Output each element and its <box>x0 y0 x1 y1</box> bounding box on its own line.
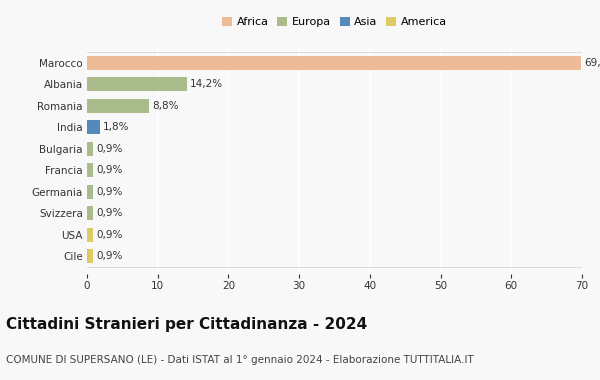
Bar <box>87 56 581 70</box>
Text: 1,8%: 1,8% <box>103 122 129 132</box>
Text: COMUNE DI SUPERSANO (LE) - Dati ISTAT al 1° gennaio 2024 - Elaborazione TUTTITAL: COMUNE DI SUPERSANO (LE) - Dati ISTAT al… <box>6 355 474 365</box>
Bar <box>87 228 94 242</box>
Text: 0,9%: 0,9% <box>96 144 122 154</box>
Text: 14,2%: 14,2% <box>190 79 223 89</box>
Bar <box>87 249 94 263</box>
Bar <box>87 120 100 135</box>
Bar <box>87 99 149 113</box>
Bar <box>87 206 94 220</box>
Bar <box>87 163 94 177</box>
Bar <box>87 142 94 156</box>
Text: 8,8%: 8,8% <box>152 101 179 111</box>
Bar <box>87 78 187 92</box>
Text: 0,9%: 0,9% <box>96 230 122 240</box>
Text: 0,9%: 0,9% <box>96 208 122 218</box>
Text: 0,9%: 0,9% <box>96 251 122 261</box>
Legend: Africa, Europa, Asia, America: Africa, Europa, Asia, America <box>220 15 449 30</box>
Text: 0,9%: 0,9% <box>96 187 122 197</box>
Text: Cittadini Stranieri per Cittadinanza - 2024: Cittadini Stranieri per Cittadinanza - 2… <box>6 317 367 332</box>
Bar <box>87 185 94 199</box>
Text: 69,9%: 69,9% <box>584 58 600 68</box>
Text: 0,9%: 0,9% <box>96 165 122 175</box>
